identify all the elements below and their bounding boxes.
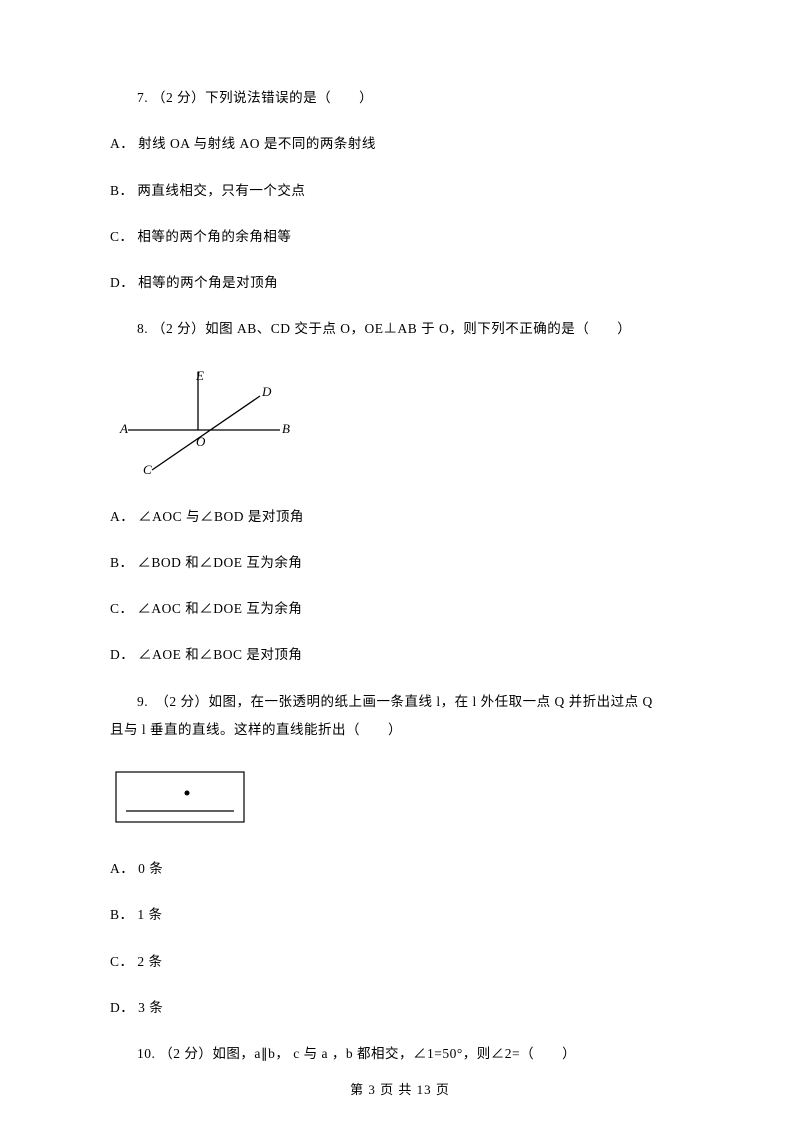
label-o: O bbox=[196, 434, 206, 449]
label-e: E bbox=[195, 368, 204, 383]
q8-diagram: E D A B C O bbox=[110, 366, 300, 476]
page-content: 7. （2 分）下列说法错误的是（ ） A． 射线 OA 与射线 AO 是不同的… bbox=[0, 0, 800, 1064]
q9-stem-2: 且与 l 垂直的直线。这样的直线能折出（ ） bbox=[110, 720, 690, 740]
point-q bbox=[185, 791, 190, 796]
q7-option-a: A． 射线 OA 与射线 AO 是不同的两条射线 bbox=[110, 134, 690, 154]
q7-option-b: B． 两直线相交，只有一个交点 bbox=[110, 181, 690, 201]
line-cd bbox=[152, 396, 260, 470]
label-c: C bbox=[143, 462, 152, 476]
q8-option-b: B． ∠BOD 和∠DOE 互为余角 bbox=[110, 553, 690, 573]
q7-option-c: C． 相等的两个角的余角相等 bbox=[110, 227, 690, 247]
q9-option-d: D． 3 条 bbox=[110, 998, 690, 1018]
page-footer: 第 3 页 共 13 页 bbox=[0, 1079, 800, 1098]
q8-option-c: C． ∠AOC 和∠DOE 互为余角 bbox=[110, 599, 690, 619]
q8-option-d: D． ∠AOE 和∠BOC 是对顶角 bbox=[110, 645, 690, 665]
q8-option-a: A． ∠AOC 与∠BOD 是对顶角 bbox=[110, 507, 690, 527]
q9-option-b: B． 1 条 bbox=[110, 905, 690, 925]
q9-stem-1: 9. （2 分）如图，在一张透明的纸上画一条直线 l，在 l 外任取一点 Q 并… bbox=[110, 692, 690, 712]
q8-stem: 8. （2 分）如图 AB、CD 交于点 O，OE⊥AB 于 O，则下列不正确的… bbox=[110, 319, 690, 339]
q7-stem: 7. （2 分）下列说法错误的是（ ） bbox=[110, 88, 690, 108]
label-b: B bbox=[282, 421, 290, 436]
q9-option-a: A． 0 条 bbox=[110, 859, 690, 879]
q10-stem: 10. （2 分）如图，a∥b， c 与 a ，b 都相交，∠1=50°，则∠2… bbox=[110, 1044, 690, 1064]
q9-option-c: C． 2 条 bbox=[110, 952, 690, 972]
paper-rect bbox=[116, 772, 244, 822]
label-d: D bbox=[261, 384, 272, 399]
q7-option-d: D． 相等的两个角是对顶角 bbox=[110, 273, 690, 293]
label-a: A bbox=[119, 421, 128, 436]
q9-diagram bbox=[110, 766, 250, 828]
